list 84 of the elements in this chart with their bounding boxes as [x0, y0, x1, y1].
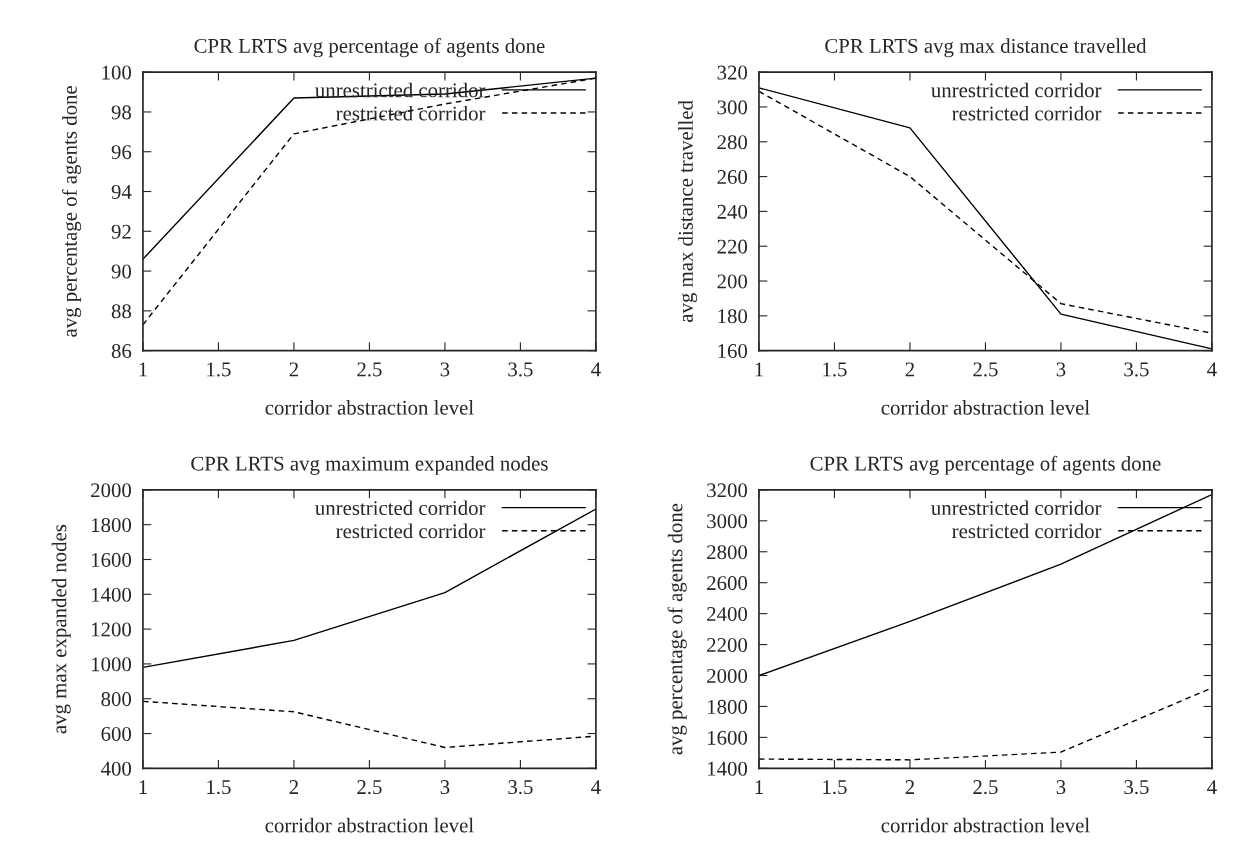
y-tick-label: 2000 [91, 483, 132, 498]
y-tick-label: 90 [111, 264, 132, 279]
x-axis-title: corridor abstraction level [265, 400, 474, 415]
y-tick-label: 3000 [707, 514, 748, 529]
line-series [758, 687, 1212, 761]
legend-label: unrestricted corridor [315, 500, 486, 516]
y-tick-label: 92 [111, 224, 131, 239]
y-tick-label: 1800 [708, 699, 748, 714]
y-tick-label: 200 [717, 274, 748, 289]
y-tick-label: 2600 [707, 576, 748, 591]
legend-label: restricted corridor [952, 105, 1102, 121]
x-tick-label: 4 [591, 780, 601, 794]
x-tick-label: 2 [905, 780, 915, 794]
y-axis-title: avg max expanded nodes [51, 524, 71, 734]
y-tick-label: 400 [100, 761, 132, 776]
x-axis-title: corridor abstraction level [881, 817, 1090, 833]
chart-title: CPR LRTS avg percentage of agents done [810, 455, 1161, 475]
y-axis-title: avg max distance travelled [678, 100, 698, 323]
y-tick-label: 94 [111, 184, 132, 199]
y-tick-label: 2000 [707, 668, 748, 683]
x-tick-label: 2.5 [973, 780, 998, 795]
x-tick-label: 2.5 [973, 362, 998, 377]
legend-label: unrestricted corridor [931, 500, 1102, 516]
y-tick-label: 160 [718, 344, 748, 359]
chart-title: CPR LRTS avg maximum expanded nodes [191, 455, 548, 475]
x-axis-title: corridor abstraction level [881, 400, 1090, 415]
y-tick-label: 180 [718, 309, 748, 324]
y-tick-label: 240 [717, 204, 748, 219]
y-tick-label: 260 [717, 169, 748, 185]
y-tick-label: 1600 [708, 730, 748, 745]
x-tick-label: 2 [289, 780, 298, 794]
y-tick-label: 3200 [707, 483, 748, 498]
x-tick-label: 3 [440, 362, 450, 377]
y-tick-label: 1600 [92, 552, 132, 567]
y-tick-label: 96 [111, 145, 132, 160]
y-tick-label: 220 [717, 239, 748, 254]
x-tick-label: 1 [755, 780, 763, 794]
legend-label: unrestricted corridor [931, 82, 1102, 98]
line-series [758, 493, 1212, 677]
x-tick-label: 1.5 [207, 362, 231, 377]
x-tick-label: 4 [1207, 780, 1217, 794]
y-tick-label: 800 [101, 692, 132, 707]
x-tick-label: 3 [1056, 780, 1066, 795]
y-tick-label: 300 [717, 100, 748, 115]
x-tick-label: 3.5 [1124, 780, 1149, 795]
x-tick-label: 3.5 [508, 780, 533, 795]
legend-label: restricted corridor [336, 523, 486, 539]
y-tick-label: 280 [717, 135, 748, 150]
y-tick-label: 1400 [708, 761, 748, 776]
x-tick-label: 4 [591, 362, 601, 377]
x-tick-label: 4 [1207, 362, 1217, 377]
y-tick-label: 1800 [92, 518, 132, 533]
y-tick-label: 86 [111, 344, 132, 359]
y-axis-title: avg percentage of agents done [61, 86, 82, 337]
x-tick-label: 1 [139, 780, 147, 794]
y-tick-label: 320 [717, 65, 748, 80]
y-tick-label: 2400 [707, 607, 748, 622]
x-tick-label: 3.5 [1124, 362, 1149, 377]
legend-label: restricted corridor [952, 523, 1102, 539]
x-tick-label: 2.5 [357, 780, 382, 795]
y-tick-label: 2800 [707, 545, 748, 560]
x-tick-label: 1.5 [823, 780, 847, 795]
x-tick-label: 1.5 [207, 780, 231, 795]
x-tick-label: 2.5 [357, 362, 382, 377]
x-tick-label: 2 [905, 362, 915, 377]
x-tick-label: 1 [139, 362, 147, 377]
x-tick-label: 3 [1056, 362, 1066, 377]
y-tick-label: 98 [111, 105, 132, 120]
y-tick-label: 600 [101, 726, 132, 741]
x-tick-label: 3 [440, 780, 450, 795]
y-tick-label: 1200 [92, 622, 132, 637]
x-tick-label: 2 [289, 362, 298, 377]
y-tick-label: 1000 [92, 657, 132, 672]
chart-title: CPR LRTS avg percentage of agents done [194, 38, 545, 58]
y-tick-label: 1400 [92, 587, 132, 602]
x-tick-label: 1 [755, 362, 763, 377]
x-tick-label: 3.5 [508, 362, 533, 377]
y-tick-label: 88 [111, 304, 132, 319]
chart-title: CPR LRTS avg max distance travelled [825, 38, 1147, 58]
y-tick-label: 2200 [707, 637, 748, 653]
x-axis-title: corridor abstraction level [265, 817, 474, 833]
x-tick-label: 1.5 [823, 362, 847, 377]
y-axis-title: avg percentage of agents done [667, 503, 687, 755]
y-tick-label: 100 [102, 65, 132, 80]
